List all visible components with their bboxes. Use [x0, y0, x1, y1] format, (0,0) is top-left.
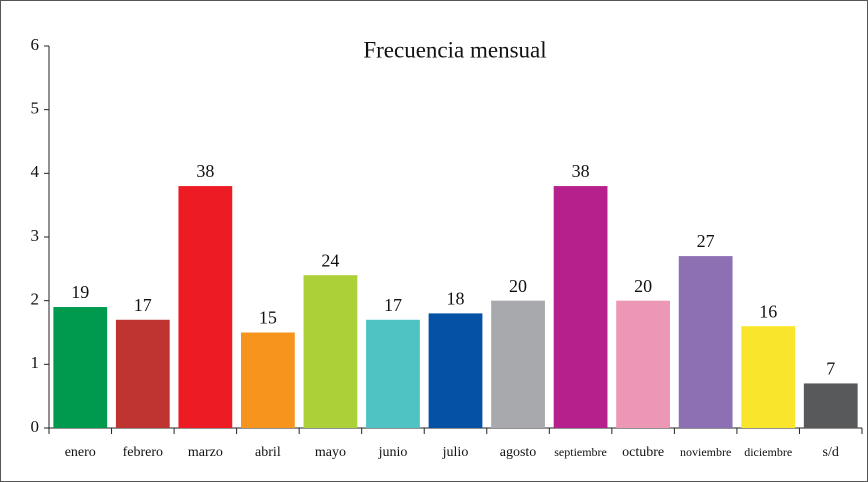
chart-title: Frecuencia mensual: [363, 37, 546, 62]
value-label: 38: [572, 161, 590, 181]
bar: [53, 307, 108, 428]
bar: [303, 275, 358, 428]
x-tick-label: junio: [378, 445, 408, 460]
y-tick-label: 6: [31, 35, 40, 54]
x-tick-label: s/d: [823, 445, 839, 460]
x-tick-label: enero: [65, 445, 96, 460]
bar: [678, 256, 733, 428]
y-tick-label: 4: [31, 162, 40, 181]
value-label: 19: [71, 282, 89, 302]
value-label: 17: [134, 295, 152, 315]
bar: [553, 186, 608, 428]
value-label: 24: [321, 250, 339, 270]
y-tick-label: 2: [31, 290, 40, 309]
bar: [115, 319, 170, 428]
x-tick-label: noviembre: [680, 445, 731, 459]
x-tick-label: julio: [442, 445, 469, 460]
y-tick-label: 0: [31, 417, 40, 436]
bar: [741, 326, 796, 428]
bar: [491, 300, 545, 428]
y-tick-label: 3: [31, 226, 40, 245]
value-label: 18: [447, 289, 465, 309]
x-tick-label: febrero: [123, 445, 163, 460]
bar: [366, 319, 420, 428]
bar: [803, 383, 858, 428]
x-tick-label: septiembre: [554, 445, 607, 459]
x-tick-label: diciembre: [744, 445, 792, 459]
value-label: 7: [826, 359, 835, 379]
x-tick-label: agosto: [500, 445, 537, 460]
bar: [428, 313, 483, 428]
value-label: 20: [634, 276, 652, 296]
bar: [178, 186, 233, 428]
bar: [240, 332, 295, 428]
bar: [616, 300, 671, 428]
x-tick-label: mayo: [315, 445, 346, 460]
value-label: 15: [259, 308, 277, 328]
x-tick-label: octubre: [622, 445, 664, 460]
value-label: 38: [196, 161, 214, 181]
value-label: 20: [509, 276, 527, 296]
y-tick-label: 5: [31, 99, 40, 118]
y-tick-label: 1: [31, 353, 40, 372]
value-label: 16: [759, 301, 777, 321]
value-label: 17: [384, 295, 402, 315]
value-label: 27: [697, 231, 715, 251]
x-tick-label: marzo: [188, 445, 223, 460]
x-tick-label: abril: [255, 445, 281, 460]
